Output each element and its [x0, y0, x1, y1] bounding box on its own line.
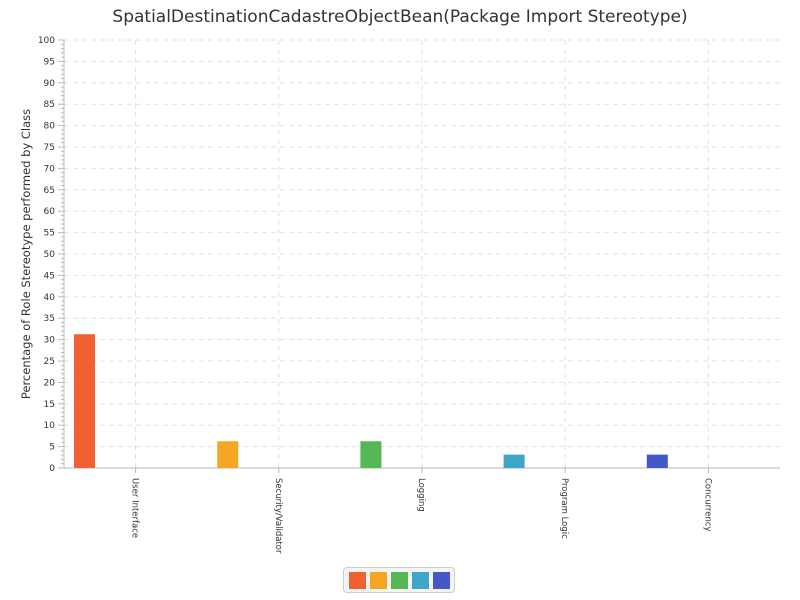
y-tick-label: 85: [44, 100, 55, 110]
y-tick-label: 60: [44, 207, 56, 217]
grid-lines: [64, 39, 780, 468]
x-category-label: Program Logic: [559, 478, 569, 539]
y-tick-label: 45: [44, 271, 55, 281]
bar-program-logic: [503, 454, 525, 468]
y-tick-label: 100: [38, 36, 55, 46]
y-tick-label: 70: [44, 164, 56, 174]
x-category-label: Security/Validator: [273, 478, 283, 554]
bars: [74, 334, 668, 468]
axes: [58, 39, 780, 473]
y-tick-label: 80: [44, 122, 56, 132]
bar-logging: [360, 441, 382, 468]
legend-swatch: [411, 571, 429, 589]
y-tick-label: 90: [44, 79, 56, 89]
y-tick-label: 75: [44, 143, 55, 153]
y-tick-label: 0: [49, 464, 55, 474]
legend-swatch: [348, 571, 366, 589]
y-tick-label: 25: [44, 357, 55, 367]
bar-concurrency: [646, 454, 668, 468]
y-tick-label: 55: [44, 229, 55, 239]
bar-security-validator: [217, 441, 239, 468]
legend: [343, 567, 455, 593]
x-category-labels: User Interface Security/Validator Logging P…: [130, 478, 713, 554]
y-tick-label: 20: [44, 378, 56, 388]
y-tick-label: 10: [44, 421, 56, 431]
x-category-label: Concurrency: [702, 478, 712, 532]
y-tick-label: 5: [49, 443, 55, 453]
legend-swatch: [432, 571, 450, 589]
x-category-label: User Interface: [130, 478, 140, 538]
y-tick-label: 50: [44, 250, 56, 260]
y-tick-label: 65: [44, 186, 55, 196]
bar-user-interface: [74, 334, 95, 468]
y-ticks: 0 5 10 15 20 25 30 35 40 45 50 55 60 65 70 75 80 85 90 95 10…: [38, 36, 55, 474]
x-category-label: Logging: [416, 478, 426, 512]
y-tick-label: 15: [44, 400, 55, 410]
chart-title: SpatialDestinationCadastreObjectBean(Pac…: [112, 7, 688, 27]
y-tick-label: 95: [44, 57, 55, 67]
y-tick-label: 40: [44, 293, 56, 303]
y-tick-label: 35: [44, 314, 55, 324]
y-tick-label: 30: [44, 336, 56, 346]
legend-swatch: [369, 571, 387, 589]
legend-swatch: [390, 571, 408, 589]
